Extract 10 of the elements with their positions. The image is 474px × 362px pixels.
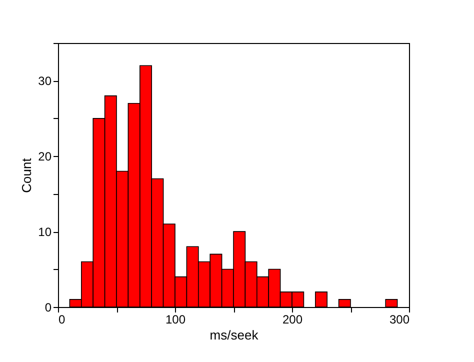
- x-tick-label: 300: [389, 312, 410, 326]
- x-axis-title: ms/seek: [210, 328, 259, 342]
- y-tick-label: 10: [38, 225, 52, 240]
- y-tick-label: 30: [38, 74, 52, 88]
- x-tick-label: 0: [58, 312, 66, 326]
- y-tick-label: 20: [38, 150, 52, 164]
- y-tick-label: 0: [44, 300, 52, 314]
- x-tick-label: 100: [165, 312, 186, 326]
- x-tick-label: 200: [282, 312, 303, 326]
- y-axis-title: Count: [19, 158, 34, 193]
